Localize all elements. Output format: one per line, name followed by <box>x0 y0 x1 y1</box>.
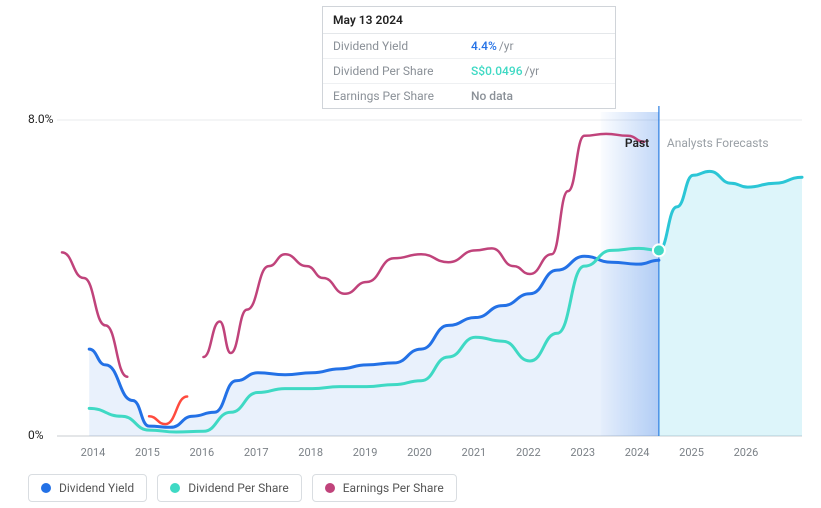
forecast-label: Analysts Forecasts <box>667 136 769 150</box>
y-axis-label: 8.0% <box>28 112 53 126</box>
y-axis-label: 0% <box>28 428 44 442</box>
legend-label: Earnings Per Share <box>343 481 444 495</box>
legend-label: Dividend Per Share <box>188 481 289 495</box>
x-axis-label: 2026 <box>734 446 759 459</box>
legend-item-yield[interactable]: Dividend Yield <box>28 474 147 502</box>
x-axis-label: 2020 <box>407 446 432 459</box>
legend-item-eps[interactable]: Earnings Per Share <box>312 474 457 502</box>
x-axis-label: 2015 <box>135 446 160 459</box>
chart-container: May 13 2024 Dividend Yield 4.4% /yr Divi… <box>0 0 821 508</box>
x-axis-label: 2022 <box>516 446 541 459</box>
past-label: Past <box>625 136 649 150</box>
x-axis-label: 2023 <box>570 446 595 459</box>
x-axis-label: 2016 <box>189 446 214 459</box>
x-axis-label: 2024 <box>625 446 650 459</box>
legend: Dividend Yield Dividend Per Share Earnin… <box>28 474 457 502</box>
legend-label: Dividend Yield <box>59 481 134 495</box>
x-axis-label: 2017 <box>244 446 269 459</box>
legend-dot <box>170 483 180 493</box>
legend-item-dps[interactable]: Dividend Per Share <box>157 474 302 502</box>
x-axis-label: 2025 <box>679 446 704 459</box>
legend-dot <box>325 483 335 493</box>
x-axis-label: 2021 <box>462 446 487 459</box>
x-axis-label: 2014 <box>81 446 106 459</box>
x-axis-label: 2019 <box>353 446 378 459</box>
chart-svg[interactable] <box>0 0 821 508</box>
x-axis-label: 2018 <box>298 446 323 459</box>
legend-dot <box>41 483 51 493</box>
